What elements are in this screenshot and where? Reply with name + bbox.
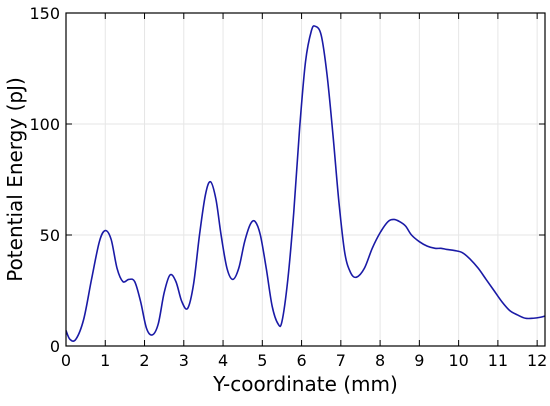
x-tick-label: 8 (375, 351, 385, 370)
x-tick-label: 4 (218, 351, 228, 370)
y-tick-label: 100 (29, 115, 60, 134)
x-tick-label: 2 (139, 351, 149, 370)
x-tick-label: 3 (179, 351, 189, 370)
x-tick-label: 12 (527, 351, 547, 370)
series-layer (65, 25, 546, 342)
x-tick-label: 11 (488, 351, 508, 370)
x-tick-label: 7 (336, 351, 346, 370)
y-tick-label: 150 (29, 4, 60, 23)
x-axis-title: Y-coordinate (mm) (212, 372, 398, 396)
y-tick-label: 0 (50, 337, 60, 356)
series-line (65, 25, 546, 342)
x-tick-label: 9 (414, 351, 424, 370)
x-tick-label: 5 (257, 351, 267, 370)
y-axis-title: Potential Energy (pJ) (3, 77, 27, 282)
x-tick-label: 0 (61, 351, 71, 370)
x-tick-label: 1 (100, 351, 110, 370)
x-tick-label: 10 (448, 351, 468, 370)
y-tick-labels: 0 50 100 150 (29, 4, 60, 356)
x-tick-labels: 0 1 2 3 4 5 6 7 8 9 10 11 12 (61, 351, 547, 370)
x-tick-label: 6 (296, 351, 306, 370)
y-tick-label: 50 (40, 226, 60, 245)
plot-frame (65, 12, 546, 347)
